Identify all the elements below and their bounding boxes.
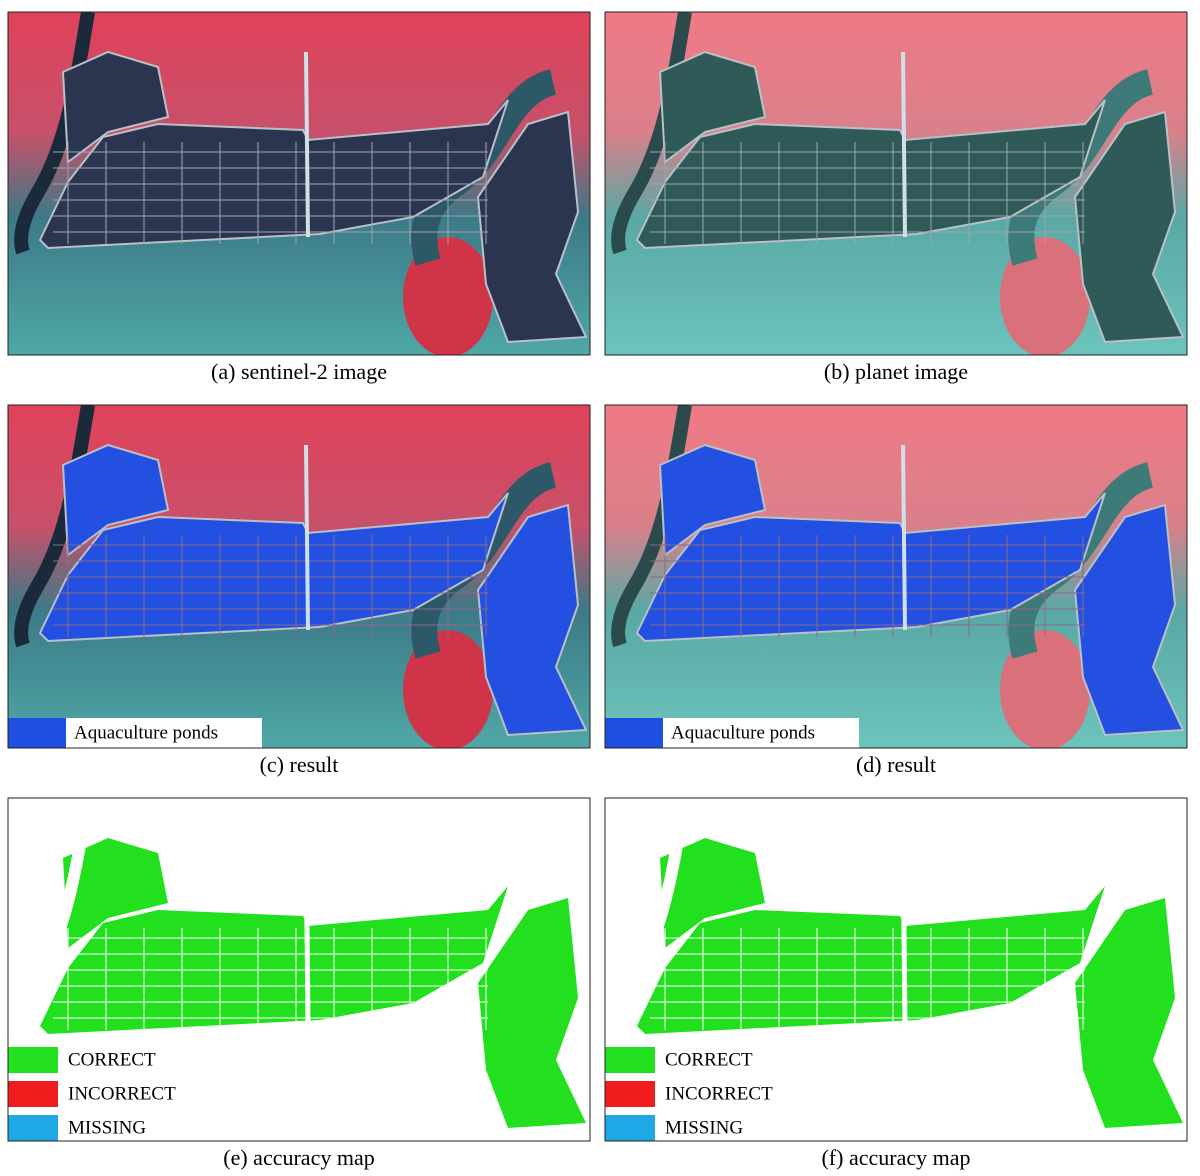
pond-area: [476, 110, 588, 344]
panel: (b) planet image: [604, 11, 1188, 384]
panel-caption: (c) result: [260, 752, 339, 777]
legend-label: CORRECT: [665, 1049, 753, 1070]
legend-box: [663, 718, 859, 748]
legend-swatch: [605, 718, 663, 748]
river-gap: [15, 798, 94, 1040]
panel-border: [604, 797, 1188, 1142]
panel: Aquaculture ponds (c) result: [7, 404, 591, 777]
legend-label: INCORRECT: [665, 1083, 773, 1104]
canal: [901, 444, 907, 631]
pond-area: [63, 838, 168, 948]
panel-image: Aquaculture ponds: [605, 405, 1187, 748]
canal: [901, 51, 907, 238]
river: [611, 12, 692, 255]
pond-area: [660, 838, 765, 948]
panel-border: [604, 404, 1188, 749]
pond-area: [1073, 503, 1185, 737]
panel: Aquaculture ponds (d) result: [604, 404, 1188, 777]
panel-caption: (a) sentinel-2 image: [211, 359, 387, 384]
panel: (a) sentinel-2 image: [7, 11, 591, 384]
legend-box: [66, 718, 262, 748]
panel-border: [7, 404, 591, 749]
river: [14, 12, 95, 255]
panel-image: CORRECT INCORRECT MISSING: [8, 798, 590, 1141]
pond-area: [637, 886, 1105, 1034]
legend-swatch: [605, 1115, 655, 1141]
legend-label: MISSING: [665, 1117, 743, 1138]
pond-area: [478, 898, 586, 1128]
canal: [304, 51, 310, 238]
pond-area: [40, 886, 508, 1034]
river: [14, 405, 95, 648]
legend-swatch: [8, 1081, 58, 1107]
legend-label: MISSING: [68, 1117, 146, 1138]
canal-gap: [303, 837, 311, 1024]
legend-swatch: [8, 1047, 58, 1073]
legend-swatch: [8, 1115, 58, 1141]
legend-label: CORRECT: [68, 1049, 156, 1070]
pond-area: [1073, 110, 1185, 344]
pond-area: [476, 503, 588, 737]
mangrove: [403, 630, 493, 748]
panel-image: [605, 12, 1187, 355]
panel-caption: (e) accuracy map: [223, 1145, 374, 1170]
legend-swatch: [8, 718, 66, 748]
panel: CORRECT INCORRECT MISSING (f) accuracy map: [604, 797, 1188, 1170]
panel-image: [8, 12, 590, 355]
panel-border: [7, 11, 591, 356]
legend-swatch: [605, 1081, 655, 1107]
legend-swatch: [605, 1047, 655, 1073]
panel-image: CORRECT INCORRECT MISSING: [605, 798, 1187, 1141]
panel-border: [604, 11, 1188, 356]
mangrove: [403, 237, 493, 355]
legend-label: INCORRECT: [68, 1083, 176, 1104]
river: [611, 405, 692, 648]
legend-label: Aquaculture ponds: [74, 722, 218, 743]
panel-border: [7, 797, 591, 1142]
panel-caption: (d) result: [856, 752, 936, 777]
panel-caption: (f) accuracy map: [821, 1145, 970, 1170]
panel-image: Aquaculture ponds: [8, 405, 590, 748]
panel: CORRECT INCORRECT MISSING (e) accuracy map: [7, 797, 591, 1170]
canal: [304, 444, 310, 631]
panel-caption: (b) planet image: [824, 359, 968, 384]
mangrove: [1000, 630, 1090, 748]
river-gap: [612, 798, 691, 1040]
pond-area: [1075, 898, 1183, 1128]
legend-label: Aquaculture ponds: [671, 722, 815, 743]
canal-gap: [900, 837, 908, 1024]
mangrove: [1000, 237, 1090, 355]
